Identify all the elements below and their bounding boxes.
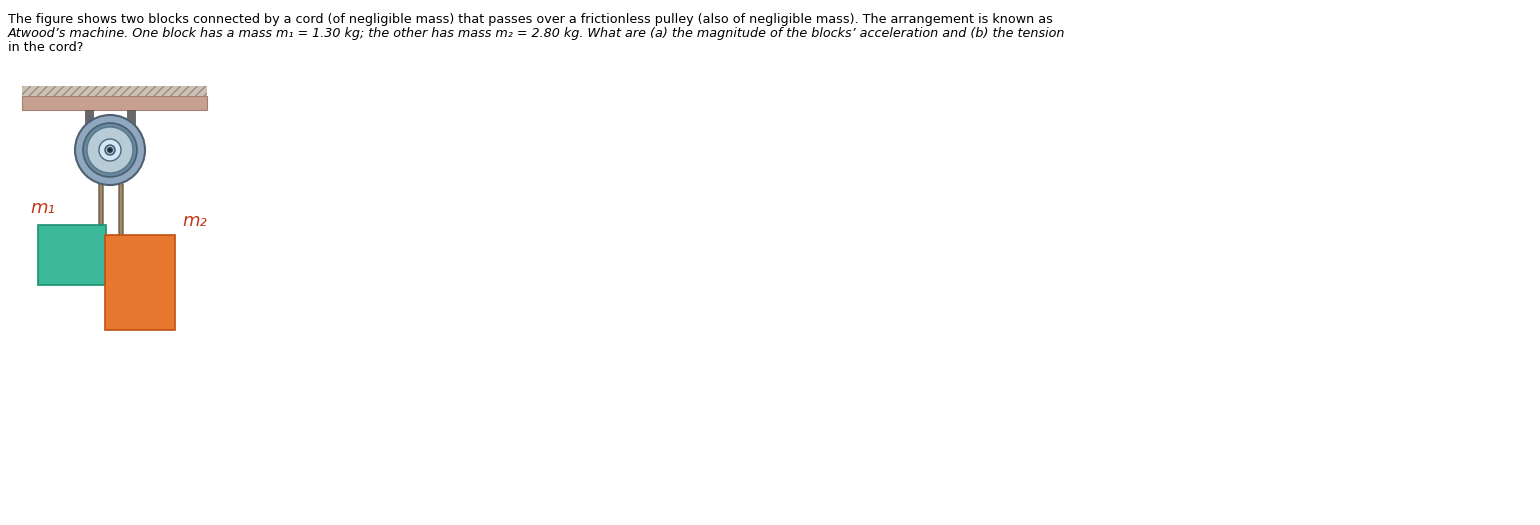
Circle shape [108,148,112,152]
Bar [105,235,176,330]
Bar [85,110,92,135]
Text: in the cord?: in the cord? [8,41,83,54]
Circle shape [99,139,122,161]
Bar [126,110,136,135]
Bar [38,225,106,285]
Circle shape [83,123,137,177]
Circle shape [75,115,145,185]
Text: Atwood’s machine. One block has a mass m₁ = 1.30 kg; the other has mass m₂ = 2.8: Atwood’s machine. One block has a mass m… [8,27,1066,40]
Bar [22,96,206,110]
Text: The figure shows two blocks connected by a cord (of negligible mass) that passes: The figure shows two blocks connected by… [8,13,1053,26]
Circle shape [86,127,132,173]
Circle shape [105,145,116,155]
Text: m₁: m₁ [29,199,55,217]
Bar [22,86,206,96]
Text: m₂: m₂ [182,212,206,230]
